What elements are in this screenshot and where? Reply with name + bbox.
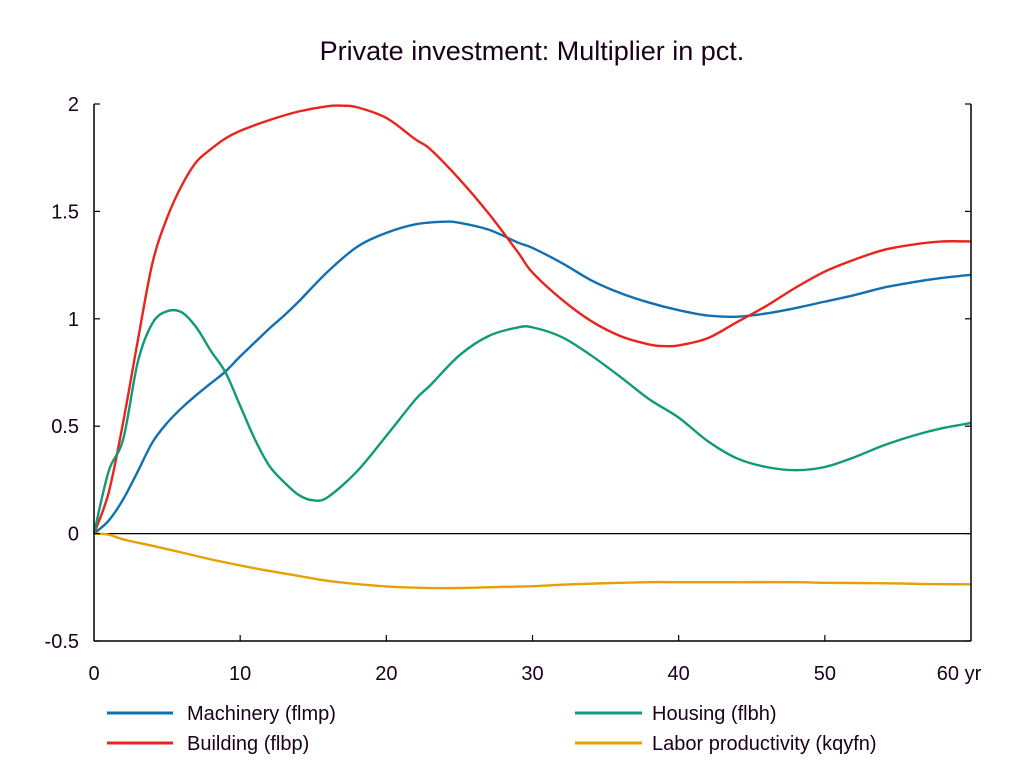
legend-label: Building (flbp) [187, 733, 309, 755]
x-tick-label: 20 [375, 663, 397, 685]
series-line-building-flbp [92, 104, 972, 535]
series-line-labor-productivity-kqyfn [93, 532, 972, 590]
series-group [92, 104, 972, 590]
y-tick-label: 0 [68, 524, 79, 546]
x-tick-label: 50 [814, 663, 836, 685]
series-line-housing-flbh [92, 308, 972, 534]
legend-item: Building (flbp) [107, 733, 309, 755]
legend: Machinery (flmp) Building (flbp) Housing (… [107, 703, 877, 755]
y-ticks: -0.5 0 0.5 1 1.5 2 [45, 94, 971, 653]
plot-area: -0.5 0 0.5 1 1.5 2 0 10 20 30 40 50 60 yr [45, 94, 982, 685]
legend-label: Housing (flbh) [652, 703, 777, 725]
legend-item: Housing (flbh) [575, 703, 777, 725]
x-tick-label: 10 [229, 663, 251, 685]
x-tick-label: 0 [88, 663, 99, 685]
x-tick-label: 60 yr [937, 663, 982, 685]
x-tick-label: 40 [668, 663, 690, 685]
legend-label: Machinery (flmp) [187, 703, 336, 725]
legend-item: Machinery (flmp) [107, 703, 336, 725]
x-tick-label: 30 [521, 663, 543, 685]
series-line-machinery-flmp [93, 220, 972, 535]
legend-label: Labor productivity (kqyfn) [652, 733, 877, 755]
chart-title: Private investment: Multiplier in pct. [320, 36, 745, 66]
x-ticks: 0 10 20 30 40 50 60 yr [88, 635, 982, 685]
y-tick-label: 0.5 [51, 416, 79, 438]
y-tick-label: 2 [68, 94, 79, 116]
y-tick-label: 1 [68, 309, 79, 331]
y-tick-label: 1.5 [51, 201, 79, 223]
legend-item: Labor productivity (kqyfn) [575, 733, 877, 755]
y-tick-label: -0.5 [45, 631, 79, 653]
